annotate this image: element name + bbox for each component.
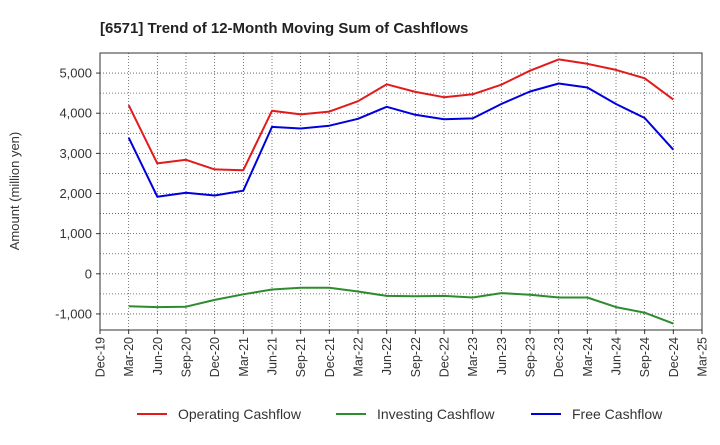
grid <box>99 52 703 330</box>
series-line-investing-cashflow <box>128 286 674 325</box>
x-tick-label: Sep-20 <box>180 337 194 377</box>
series-line-operating-cashflow <box>127 58 674 172</box>
chart-title: [6571] Trend of 12-Month Moving Sum of C… <box>100 20 468 37</box>
legend-label: Free Cashflow <box>572 406 663 422</box>
x-tick-label: Mar-24 <box>581 337 595 377</box>
x-tick-label: Mar-21 <box>237 337 251 377</box>
y-tick-label: 5,000 <box>59 66 92 81</box>
x-tick-label: Dec-24 <box>667 337 681 377</box>
x-tick-label: Mar-23 <box>466 337 480 377</box>
y-tick-label: 3,000 <box>59 146 92 161</box>
x-tick-label: Sep-22 <box>409 337 423 377</box>
axes: -1,000 0 1,000 2,000 3,000 4,000 5,000 Dec-19 Ma… <box>55 52 710 377</box>
y-tick-label: 4,000 <box>59 106 92 121</box>
x-tick-label: Jun-24 <box>610 337 624 375</box>
x-tick-label: Dec-21 <box>323 337 337 377</box>
y-axis-label: Amount (million yen) <box>7 132 22 251</box>
y-tick-label: 2,000 <box>59 186 92 201</box>
x-tick-label: Sep-24 <box>638 337 652 377</box>
x-tick-label: Jun-23 <box>495 337 509 375</box>
x-tick-label: Dec-23 <box>552 337 566 377</box>
x-tick-label: Dec-20 <box>208 337 222 377</box>
x-tick-label: Dec-22 <box>438 337 452 377</box>
x-tick-label: Dec-19 <box>94 337 108 377</box>
x-tick-label: Mar-22 <box>352 337 366 377</box>
plot-area <box>100 53 702 330</box>
x-tick-label: Sep-21 <box>294 337 308 377</box>
series-line-free-cashflow <box>127 82 675 198</box>
x-tick-label: Mar-20 <box>122 337 136 377</box>
series-lines <box>127 58 675 325</box>
x-tick-label: Jun-22 <box>380 337 394 375</box>
legend-label: Investing Cashflow <box>377 406 495 422</box>
x-tick-label: Jun-20 <box>151 337 165 375</box>
x-tick-label: Sep-23 <box>524 337 538 377</box>
plot-frame <box>99 52 703 331</box>
x-tick-label: Jun-21 <box>266 337 280 375</box>
legend-label: Operating Cashflow <box>178 406 302 422</box>
legend: Operating Cashflow Investing Cashflow Free… <box>137 406 663 422</box>
y-tick-label: 1,000 <box>59 226 92 241</box>
x-tick-label: Mar-25 <box>696 337 710 377</box>
y-tick-label: -1,000 <box>55 306 92 321</box>
y-tick-label: 0 <box>85 266 92 281</box>
